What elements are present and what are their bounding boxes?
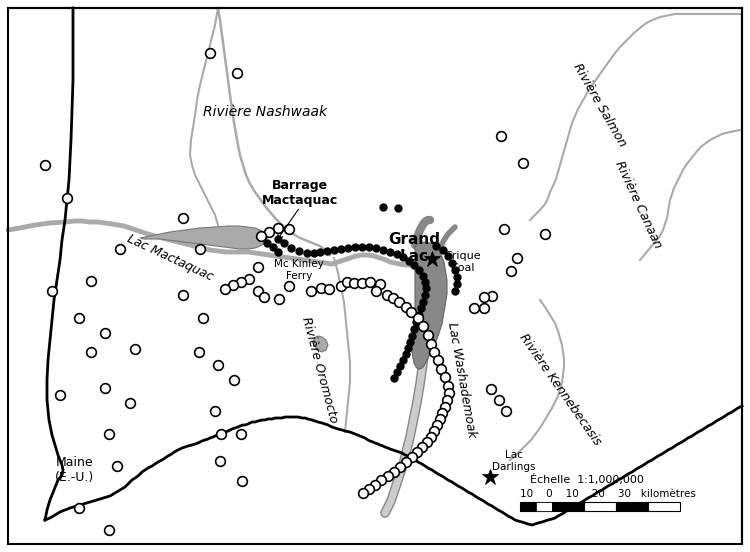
Text: Rivière Kennebecasis: Rivière Kennebecasis [517,332,604,448]
Text: Échelle  1:1,000,000: Échelle 1:1,000,000 [530,475,644,486]
Text: Lac Mactaquac: Lac Mactaquac [125,232,215,284]
Bar [552,502,584,511]
Bar [520,502,536,511]
Text: Crique
Coal: Crique Coal [445,251,482,273]
Polygon shape [412,242,447,369]
Text: Rivière Salmon: Rivière Salmon [571,61,629,149]
Text: 10    0    10    20    30   kilomètres: 10 0 10 20 30 kilomètres [520,489,696,499]
Text: Grand
Lac: Grand Lac [388,232,440,264]
Polygon shape [140,226,267,249]
Text: Rivière Canaan: Rivière Canaan [612,159,664,251]
Text: Barrage
Mactaquac: Barrage Mactaquac [262,179,338,207]
Bar [616,502,648,511]
Text: Lac Washademoak: Lac Washademoak [446,321,478,439]
Bar [584,502,616,511]
Bar [536,502,552,511]
Text: Lac
Darlings: Lac Darlings [492,450,536,472]
Polygon shape [314,336,328,352]
Bar [648,502,680,511]
Bar [520,502,552,511]
Text: Rivière Oromocto: Rivière Oromocto [299,316,340,424]
Bar [552,502,568,511]
Text: Mc Kinley
Ferry: Mc Kinley Ferry [274,259,324,281]
Text: Maine
(É.-U.): Maine (É.-U.) [56,456,94,484]
Text: Rivière Nashwaak: Rivière Nashwaak [203,105,327,119]
